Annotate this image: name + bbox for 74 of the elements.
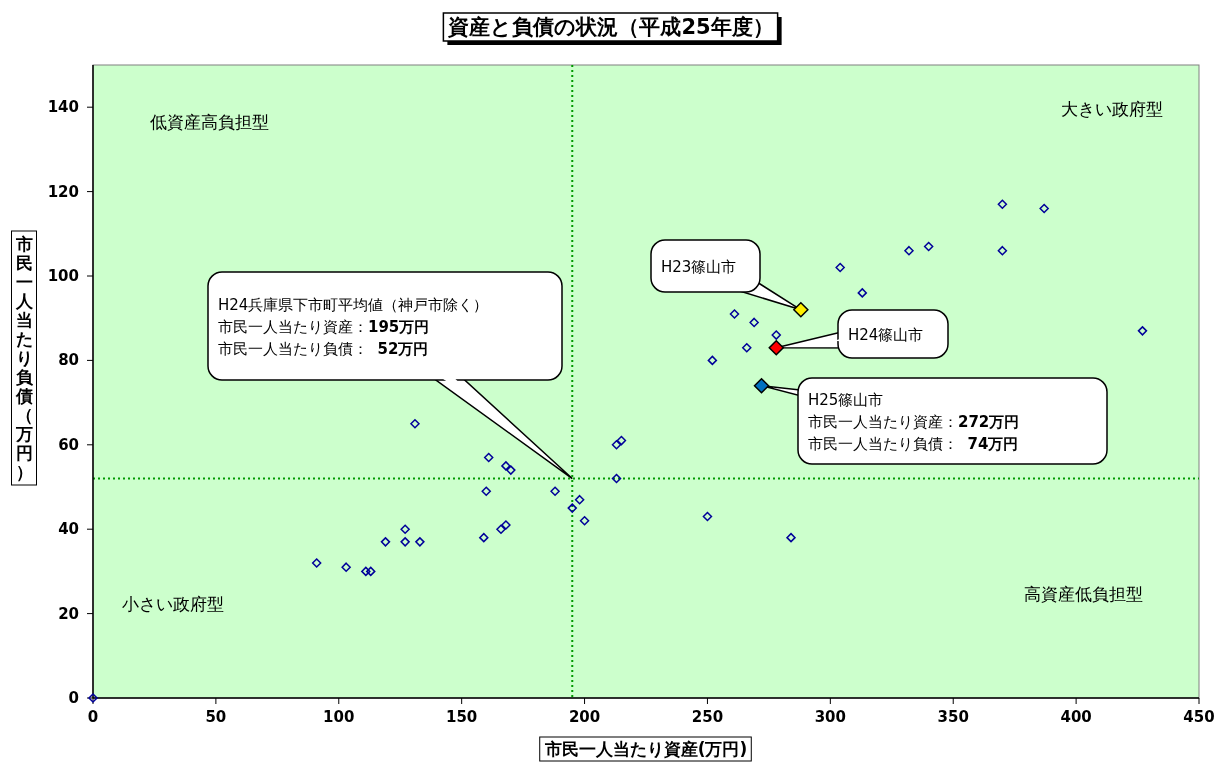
point (501, 461, 511, 471)
annotation: 市民一人当たり負債： 74万円 (808, 435, 1019, 453)
point (415, 537, 425, 547)
y-tick-label: 100 (47, 267, 79, 285)
point (311, 558, 322, 568)
point (479, 532, 489, 543)
y-tick-label: 40 (58, 520, 79, 539)
point (923, 241, 934, 252)
point (361, 566, 371, 577)
point (506, 465, 516, 475)
y-tick-label: 80 (58, 351, 79, 370)
point (567, 503, 578, 513)
point (729, 309, 740, 319)
x-axis-title: 市民一人当たり資産(万円) (543, 739, 748, 759)
annotation: 小さい政府型 (122, 594, 224, 614)
point (997, 245, 1008, 256)
y-tick-label: 120 (47, 182, 79, 201)
point (904, 245, 914, 256)
y-tick-label: 20 (58, 604, 79, 623)
point (1039, 203, 1049, 214)
point (574, 494, 585, 505)
annotation: 市民一人当たり資産：272万円 (808, 413, 1020, 431)
point (550, 486, 560, 496)
annotation: 高資産低負担型 (1024, 584, 1143, 604)
point (481, 486, 491, 496)
point (771, 330, 782, 340)
point (380, 537, 391, 547)
point (483, 452, 494, 463)
point (501, 520, 511, 530)
point (410, 418, 420, 429)
point (753, 377, 770, 394)
y-tick-label: 60 (58, 435, 79, 454)
x-tick-label: 200 (568, 708, 601, 726)
annotation: 低資産高負担型 (150, 112, 269, 132)
annotation: H24篠山市 (848, 326, 924, 344)
text: 市民一人当たり負債（万円） (15, 234, 33, 482)
point (496, 524, 506, 534)
annotation: H25篠山市 (808, 391, 884, 409)
annotation: 市民一人当たり負債： 52万円 (218, 340, 429, 358)
x-tick-label: 300 (814, 708, 846, 726)
annotation: H23篠山市 (661, 258, 737, 276)
annotation: 大きい政府型 (1061, 99, 1163, 119)
point (742, 342, 752, 353)
x-tick-label: 450 (1183, 708, 1215, 726)
point (786, 532, 796, 543)
point (857, 288, 868, 298)
point (611, 440, 622, 450)
annotation: 市民一人当たり資産：195万円 (218, 318, 430, 336)
point (1137, 326, 1148, 336)
x-tick-label: 150 (446, 708, 478, 726)
point (579, 516, 590, 526)
point (749, 317, 759, 328)
point (365, 566, 376, 577)
point (835, 262, 845, 273)
point (702, 511, 713, 522)
point (616, 435, 627, 446)
annotation: H24兵庫県下市町平均値（神戸市除く） (218, 296, 489, 314)
point (400, 537, 410, 547)
point (611, 473, 622, 484)
x-tick-label: 250 (691, 708, 724, 726)
x-tick-label: 100 (323, 708, 355, 726)
chart-title: 資産と負債の状況（平成25年度） (447, 15, 774, 39)
x-tick-label: 400 (1060, 708, 1092, 726)
point (768, 339, 785, 356)
point (707, 355, 718, 366)
point (997, 199, 1008, 210)
x-tick-label: 0 (87, 708, 99, 726)
point (400, 524, 410, 534)
x-tick-label: 50 (205, 708, 227, 726)
y-tick-label: 0 (68, 689, 79, 707)
point (793, 302, 809, 318)
point (341, 562, 351, 572)
y-tick-label: 140 (47, 98, 79, 117)
x-tick-label: 350 (937, 708, 969, 726)
